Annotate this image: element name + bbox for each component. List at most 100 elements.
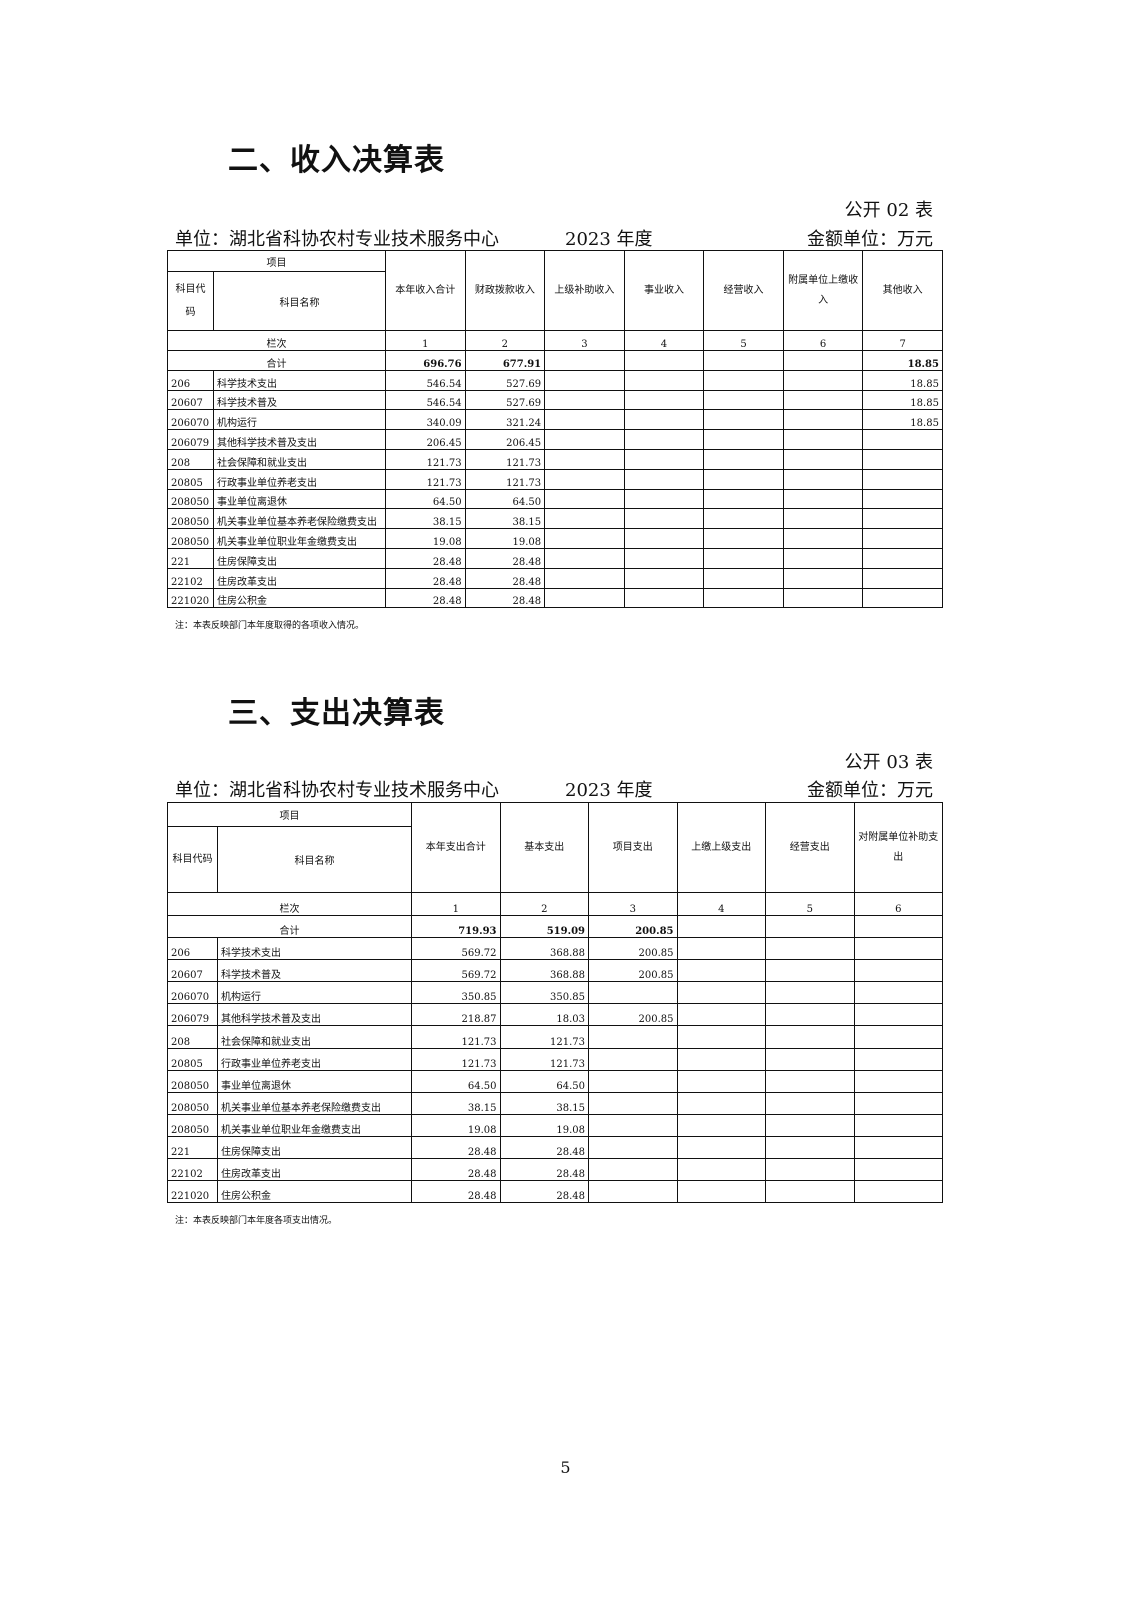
row-value	[623, 528, 705, 549]
row-value	[623, 567, 705, 589]
row-value	[623, 429, 705, 450]
row-value: 527.69	[464, 389, 546, 411]
row-name: 住房保障支出	[217, 1135, 412, 1160]
total-value	[623, 350, 705, 371]
row-value: 368.88	[499, 959, 589, 983]
row-value	[623, 448, 705, 470]
header-row: 项目 本年收入合计 财政拨款收入 上级补助收入 事业收入 经营收入 附属单位上缴收入 其他收入	[167, 250, 943, 331]
table-row: 221020 住房公积金 28.48 28.48	[167, 1180, 943, 1204]
row-value	[765, 937, 855, 961]
row-code: 206070	[167, 981, 218, 1005]
row-value: 368.88	[499, 937, 589, 961]
row-name: 其他科学技术普及支出	[217, 1003, 412, 1027]
table-row: 208050 机关事业单位职业年金缴费支出 19.08 19.08	[167, 528, 943, 549]
row-value	[862, 468, 943, 490]
table-row: 221 住房保障支出 28.48 28.48	[167, 547, 943, 569]
row-value	[623, 508, 705, 530]
row-value	[853, 1047, 943, 1071]
row-value	[623, 389, 705, 411]
row-value	[544, 409, 625, 431]
row-value	[853, 937, 943, 961]
row-value	[853, 1025, 943, 1049]
row-value	[703, 429, 784, 450]
total-value	[782, 350, 864, 371]
row-value: 200.85	[588, 1003, 678, 1027]
row-value	[676, 1091, 766, 1115]
table-row: 208050 机关事业单位基本养老保险缴费支出 38.15 38.15	[167, 508, 943, 530]
row-code: 206079	[167, 1003, 218, 1027]
row-value	[862, 429, 943, 450]
row-value	[853, 1135, 943, 1160]
name-header: 科目名称	[217, 826, 412, 893]
column-header: 事业收入	[623, 250, 705, 331]
table-row: 206070 机构运行 350.85 350.85	[167, 981, 943, 1005]
table-row: 208050 事业单位离退休 64.50 64.50	[167, 1069, 943, 1093]
expense-year: 2023 年度	[565, 780, 653, 801]
code-header: 科目代码	[167, 271, 214, 331]
table-row: 20607 科学技术普及 546.54 527.69 18.85	[167, 389, 943, 411]
row-value	[862, 448, 943, 470]
row-code: 206079	[167, 429, 214, 450]
row-value	[703, 547, 784, 569]
income-title: 二、收入决算表	[228, 143, 445, 178]
row-value: 38.15	[464, 508, 546, 530]
row-value: 546.54	[385, 389, 466, 411]
total-value: 677.91	[464, 350, 546, 371]
header-group: 项目	[167, 802, 412, 827]
row-value	[765, 1025, 855, 1049]
row-value	[544, 468, 625, 490]
total-value	[676, 914, 766, 939]
table-row: 208 社会保障和就业支出 121.73 121.73	[167, 448, 943, 470]
row-name: 住房改革支出	[217, 1158, 412, 1182]
table-row: 208050 事业单位离退休 64.50 64.50	[167, 488, 943, 510]
row-value	[623, 369, 705, 391]
row-code: 208050	[167, 508, 214, 530]
row-value: 18.85	[862, 389, 943, 411]
income-form-number: 公开 02 表	[844, 200, 933, 221]
row-code: 221020	[167, 1180, 218, 1204]
page-number: 5	[560, 1458, 571, 1477]
table-row: 206 科学技术支出 546.54 527.69 18.85	[167, 369, 943, 391]
seq-row: 栏次 1 2 3 4 5 6 7	[167, 330, 943, 351]
row-name: 住房改革支出	[213, 567, 386, 589]
row-value: 121.73	[464, 448, 546, 470]
row-value	[544, 528, 625, 549]
row-code: 20607	[167, 959, 218, 983]
row-value	[765, 1047, 855, 1071]
row-value	[703, 528, 784, 549]
row-value	[853, 1180, 943, 1204]
row-name: 机关事业单位基本养老保险缴费支出	[213, 508, 386, 530]
row-value: 28.48	[499, 1135, 589, 1160]
table-row: 221 住房保障支出 28.48 28.48	[167, 1135, 943, 1160]
seq-label: 栏次	[167, 892, 412, 916]
row-value	[544, 508, 625, 530]
row-value	[588, 1180, 678, 1204]
total-value	[544, 350, 625, 371]
income-unit: 单位：湖北省科协农村专业技术服务中心	[175, 229, 499, 250]
row-value	[588, 1158, 678, 1182]
row-name: 住房保障支出	[213, 547, 386, 569]
row-code: 208050	[167, 528, 214, 549]
row-value	[782, 528, 864, 549]
seq-number: 1	[385, 330, 466, 351]
row-value	[623, 409, 705, 431]
table-row: 20805 行政事业单位养老支出 121.73 121.73	[167, 1047, 943, 1071]
row-value: 18.85	[862, 409, 943, 431]
row-value: 28.48	[385, 587, 466, 609]
header-group: 项目	[167, 250, 386, 272]
row-value	[782, 567, 864, 589]
row-value: 340.09	[385, 409, 466, 431]
column-header: 其他收入	[862, 250, 943, 331]
table-row: 20607 科学技术普及 569.72 368.88 200.85	[167, 959, 943, 983]
income-note: 注：本表反映部门本年度取得的各项收入情况。	[175, 621, 365, 631]
expense-table: 项目 本年支出合计 基本支出 项目支出 上缴上级支出 经营支出 对附属单位补助支出 科目代码科…	[167, 802, 943, 1204]
row-value: 121.73	[411, 1047, 501, 1071]
row-name: 事业单位离退休	[217, 1069, 412, 1093]
income-year: 2023 年度	[565, 229, 653, 250]
row-value: 350.85	[499, 981, 589, 1005]
row-value	[782, 468, 864, 490]
seq-row: 栏次 1 2 3 4 5 6	[167, 892, 943, 916]
total-value: 696.76	[385, 350, 466, 371]
row-value	[765, 1069, 855, 1093]
